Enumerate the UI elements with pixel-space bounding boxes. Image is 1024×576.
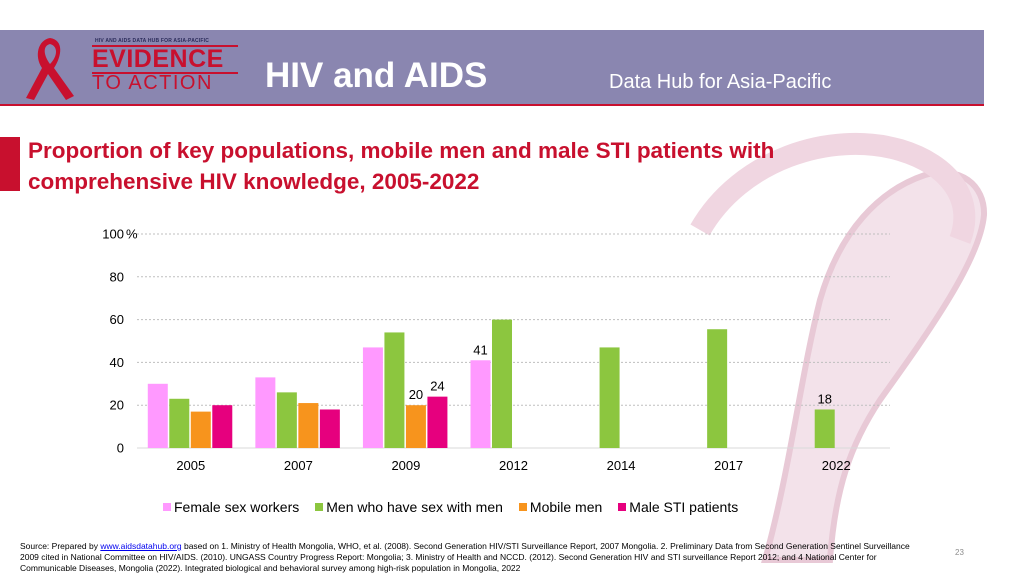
bar-chart: 0 20 40 60 80 100 % 2005 2007 20 24 2009 41 2012 2014 2…: [102, 227, 890, 473]
x-tick-label: 2014: [607, 458, 636, 473]
data-label: 41: [473, 342, 487, 357]
red-ribbon-icon: [26, 38, 74, 100]
x-tick-label: 2022: [822, 458, 851, 473]
y-tick-label: 100: [102, 227, 124, 242]
x-tick-label: 2005: [176, 458, 205, 473]
y-tick-label: 60: [110, 312, 124, 327]
bar: [319, 409, 340, 448]
header-divider: [0, 104, 984, 106]
data-label: 24: [430, 379, 444, 394]
legend-item: Men who have sex with men: [315, 499, 503, 515]
legend-item: Female sex workers: [163, 499, 299, 515]
y-tick-label: 0: [117, 441, 124, 456]
bar: [599, 347, 620, 448]
legend-item: Male STI patients: [618, 499, 738, 515]
hub-title: HIV and AIDS: [265, 56, 488, 95]
x-tick-label: 2007: [284, 458, 313, 473]
bar: [492, 319, 512, 448]
source-text: based on 1. Ministry of Health Mongolia,…: [20, 541, 910, 573]
ribbon-loop: [690, 132, 976, 244]
bar: [814, 409, 835, 448]
bar: [405, 405, 426, 448]
x-tick-label: 2009: [391, 458, 420, 473]
x-tick-label: 2012: [499, 458, 528, 473]
evidence-to-action-logo: HIV AND AIDS DATA HUB FOR ASIA-PACIFIC E…: [20, 34, 242, 100]
data-label: 18: [817, 391, 831, 406]
bar: [384, 332, 405, 448]
logo-rule-top: [92, 45, 238, 47]
bar: [362, 347, 383, 448]
source-note: Source: Prepared by www.aidsdatahub.org …: [20, 541, 920, 574]
legend-swatch: [618, 503, 627, 511]
header-band: [0, 30, 984, 104]
bar: [147, 383, 168, 448]
chart-legend: Female sex workers Men who have sex with …: [163, 499, 754, 515]
legend-item: Mobile men: [518, 499, 603, 515]
legend-swatch: [163, 503, 171, 511]
ribbon-shape: [761, 169, 988, 563]
bar: [255, 377, 276, 448]
y-axis-unit: %: [126, 227, 138, 242]
legend-label: Female sex workers: [174, 499, 300, 515]
chart-title: Proportion of key populations, mobile me…: [28, 138, 775, 194]
title-accent-bar: [0, 137, 20, 191]
bar: [707, 329, 728, 448]
source-link[interactable]: www.aidsdatahub.org: [100, 541, 182, 551]
x-tick-label: 2017: [714, 458, 743, 473]
source-prefix: Source: Prepared by: [20, 541, 101, 551]
hub-subtitle: Data Hub for Asia-Pacific: [609, 71, 832, 93]
bar: [276, 392, 297, 448]
legend-label: Mobile men: [529, 499, 603, 515]
page-number: 23: [955, 548, 964, 557]
logo-evidence-text: EVIDENCE: [92, 45, 224, 73]
bar: [212, 405, 233, 448]
logo-rule-middle: [92, 72, 238, 74]
logo-to-action-text: TO ACTION: [92, 72, 213, 94]
legend-swatch: [518, 503, 527, 511]
y-tick-label: 20: [110, 398, 124, 413]
bar: [169, 398, 190, 448]
bar: [298, 403, 319, 448]
data-label: 20: [409, 387, 423, 402]
bar: [470, 360, 491, 448]
legend-label: Men who have sex with men: [326, 499, 503, 515]
y-tick-label: 40: [110, 355, 124, 370]
legend-label: Male STI patients: [629, 499, 739, 515]
bar: [427, 396, 448, 448]
bar: [190, 411, 211, 448]
y-tick-label: 80: [110, 269, 124, 284]
logo-tagline: HIV AND AIDS DATA HUB FOR ASIA-PACIFIC: [95, 38, 210, 44]
legend-swatch: [315, 503, 324, 511]
